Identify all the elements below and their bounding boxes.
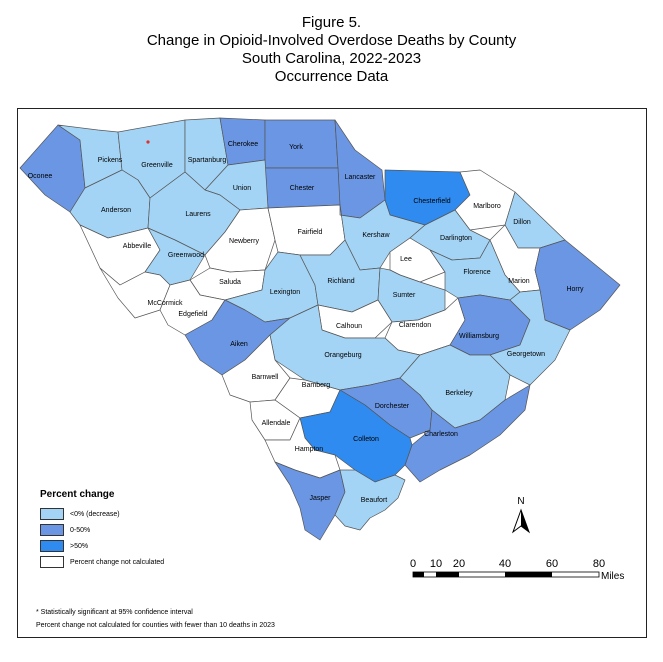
- figure-title: Figure 5. Change in Opioid-Involved Over…: [0, 14, 663, 86]
- county-label-greenwood: Greenwood: [168, 252, 204, 259]
- county-georgetown: [489, 289, 571, 386]
- scale-tick-80: 80: [593, 558, 605, 570]
- county-label-clarendon: Clarendon: [399, 322, 431, 329]
- county-label-barnwell: Barnwell: [252, 374, 279, 381]
- legend-title: Percent change: [40, 489, 115, 500]
- county-label-anderson: Anderson: [101, 207, 131, 214]
- county-label-orangeburg: Orangeburg: [324, 352, 361, 359]
- county-label-beaufort: Beaufort: [361, 497, 388, 504]
- scale-tick-60: 60: [546, 558, 558, 570]
- county-label-kershaw: Kershaw: [362, 232, 390, 239]
- north-arrow-label: N: [517, 496, 524, 507]
- county-label-spartanburg: Spartanburg: [188, 157, 227, 164]
- figure-state-years: South Carolina, 2022-2023: [241, 50, 422, 67]
- county-label-oconee: Oconee: [28, 173, 53, 180]
- county-label-horry: Horry: [566, 286, 584, 293]
- legend-swatch-increase-0-50: [40, 524, 64, 536]
- county-label-pickens: Pickens: [98, 157, 123, 164]
- county-label-bamberg: Bamberg: [302, 382, 331, 389]
- county-label-lexington: Lexington: [270, 289, 300, 296]
- county-label-union: Union: [233, 185, 251, 192]
- county-label-newberry: Newberry: [229, 238, 259, 245]
- legend-label: <0% (decrease): [70, 510, 120, 518]
- north-arrow-fill: [521, 510, 529, 532]
- legend-item: <0% (decrease): [40, 506, 164, 522]
- county-label-williamsburg: Williamsburg: [459, 333, 499, 340]
- county-label-sumter: Sumter: [393, 292, 416, 299]
- significance-marker: [146, 140, 150, 144]
- county-label-colleton: Colleton: [353, 436, 379, 443]
- figure-number: Figure 5.: [301, 14, 362, 31]
- county-label-chester: Chester: [290, 185, 315, 192]
- legend-item: >50%: [40, 538, 164, 554]
- county-label-fairfield: Fairfield: [298, 229, 323, 236]
- scale-tick-0: 0: [410, 558, 416, 570]
- legend-swatch-not-calculated: [40, 556, 64, 568]
- figure-heading: Change in Opioid-Involved Overdose Death…: [146, 32, 517, 49]
- county-label-marion: Marion: [508, 278, 530, 285]
- county-marlboro: [454, 169, 516, 231]
- county-label-allendale: Allendale: [262, 420, 291, 427]
- county-label-cherokee: Cherokee: [228, 141, 258, 148]
- county-label-florence: Florence: [463, 269, 490, 276]
- map-frame: [17, 108, 647, 638]
- figure-data-type: Occurrence Data: [274, 68, 389, 85]
- legend-swatch-increase-over-50: [40, 540, 64, 552]
- scale-tick-10: 10: [430, 558, 442, 570]
- county-label-aiken: Aiken: [230, 341, 248, 348]
- legend-item: 0-50%: [40, 522, 164, 538]
- county-label-darlington: Darlington: [440, 235, 472, 242]
- county-label-jasper: Jasper: [309, 495, 331, 502]
- not-calculated-note: Percent change not calculated for counti…: [36, 622, 275, 629]
- county-label-richland: Richland: [327, 278, 354, 285]
- scale-tick-20: 20: [453, 558, 465, 570]
- north-arrow: N: [511, 496, 531, 534]
- county-label-mccormick: McCormick: [148, 300, 183, 307]
- county-label-edgefield: Edgefield: [178, 311, 207, 318]
- footnotes: * Statistically significant at 95% confi…: [36, 606, 275, 632]
- county-label-calhoun: Calhoun: [336, 323, 362, 330]
- county-label-dillon: Dillon: [513, 219, 531, 226]
- county-label-saluda: Saluda: [219, 279, 241, 286]
- legend-label: >50%: [70, 542, 89, 550]
- legend-label: Percent change not calculated: [70, 558, 165, 566]
- county-label-georgetown: Georgetown: [507, 351, 545, 358]
- county-label-berkeley: Berkeley: [445, 390, 473, 397]
- county-label-lee: Lee: [400, 256, 412, 263]
- county-label-chesterfield: Chesterfield: [413, 198, 450, 205]
- legend-item: Percent change not calculated: [40, 554, 164, 570]
- county-horry: [534, 239, 621, 331]
- county-label-abbeville: Abbeville: [123, 243, 152, 250]
- county-florence: [429, 239, 521, 301]
- county-label-laurens: Laurens: [185, 211, 211, 218]
- county-label-marlboro: Marlboro: [473, 203, 501, 210]
- county-label-charleston: Charleston: [424, 431, 458, 438]
- county-label-dorchester: Dorchester: [375, 403, 410, 410]
- county-label-greenville: Greenville: [141, 162, 173, 169]
- legend: Percent change <0% (decrease) 0-50% >50%…: [40, 489, 164, 570]
- county-label-york: York: [289, 144, 303, 151]
- legend-swatch-decrease: [40, 508, 64, 520]
- county-lancaster: [334, 119, 386, 219]
- significance-note: * Statistically significant at 95% confi…: [36, 609, 193, 616]
- county-label-lancaster: Lancaster: [345, 174, 376, 181]
- county-oconee: [19, 124, 86, 213]
- legend-label: 0-50%: [70, 526, 91, 534]
- scale-unit: Miles: [601, 571, 624, 582]
- scale-tick-40: 40: [499, 558, 511, 570]
- county-label-hampton: Hampton: [295, 446, 324, 453]
- scale-bar: 0 10 20 40 60 80 Miles: [410, 558, 624, 582]
- county-beaufort: [334, 469, 406, 531]
